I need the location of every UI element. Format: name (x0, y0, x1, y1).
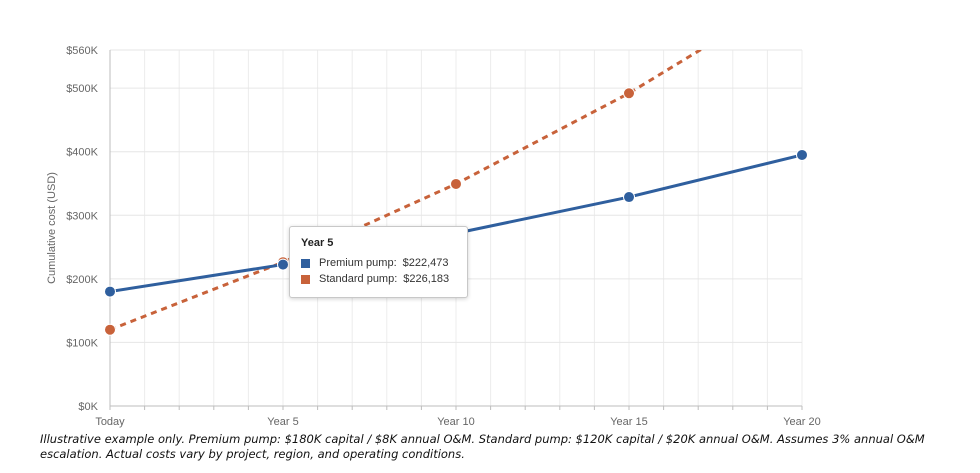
y-tick-label: $560K (66, 45, 98, 57)
premium-pump-point[interactable] (277, 258, 289, 271)
y-tick-label: $500K (66, 83, 98, 95)
y-tick-label: $200K (66, 274, 98, 286)
y-tick-label: $100K (66, 337, 98, 349)
standard-pump-point[interactable] (623, 87, 635, 100)
x-tick-label: Year 10 (437, 416, 475, 428)
tooltip-row-name: Premium pump: (319, 257, 397, 269)
standard-pump-point[interactable] (450, 177, 462, 190)
y-axis-ticks: $0K $100K $200K $300K $400K $500K $560K (66, 45, 98, 413)
hover-tooltip: Year 5 Premium pump: $222,473 Standard p… (289, 226, 468, 298)
premium-swatch-icon (301, 258, 310, 268)
tooltip-row-value: $222,473 (402, 257, 449, 269)
tooltip-row-value: $226,183 (403, 273, 450, 285)
y-tick-label: $400K (66, 147, 98, 159)
premium-pump-point[interactable] (623, 191, 635, 204)
tooltip-title: Year 5 (301, 237, 334, 249)
x-tick-label: Year 5 (267, 416, 298, 428)
y-axis-title: Cumulative cost (USD) (46, 172, 58, 284)
tooltip-row-premium: Premium pump: $222,473 (301, 255, 467, 271)
tooltip-row-standard: Standard pump: $226,183 (301, 271, 467, 287)
caption-text: Illustrative example only. Premium pump:… (40, 432, 925, 461)
standard-swatch-icon (301, 274, 310, 284)
chart-caption: Illustrative example only. Premium pump:… (40, 432, 960, 462)
cost-line-chart: $0K $100K $200K $300K $400K $500K $560K Today Y… (46, 45, 821, 428)
x-tick-label: Year 20 (783, 416, 821, 428)
x-tick-label: Today (95, 416, 125, 428)
standard-pump-point[interactable] (104, 323, 116, 336)
y-tick-label: $300K (66, 210, 98, 222)
tooltip-row-name: Standard pump: (319, 273, 398, 285)
y-tick-label: $0K (78, 401, 98, 413)
x-axis-ticks: Today Year 5 Year 10 Year 15 Year 20 (95, 416, 820, 428)
axes (109, 50, 803, 410)
premium-pump-point[interactable] (796, 148, 808, 161)
x-tick-label: Year 15 (610, 416, 648, 428)
premium-pump-point[interactable] (104, 285, 116, 298)
